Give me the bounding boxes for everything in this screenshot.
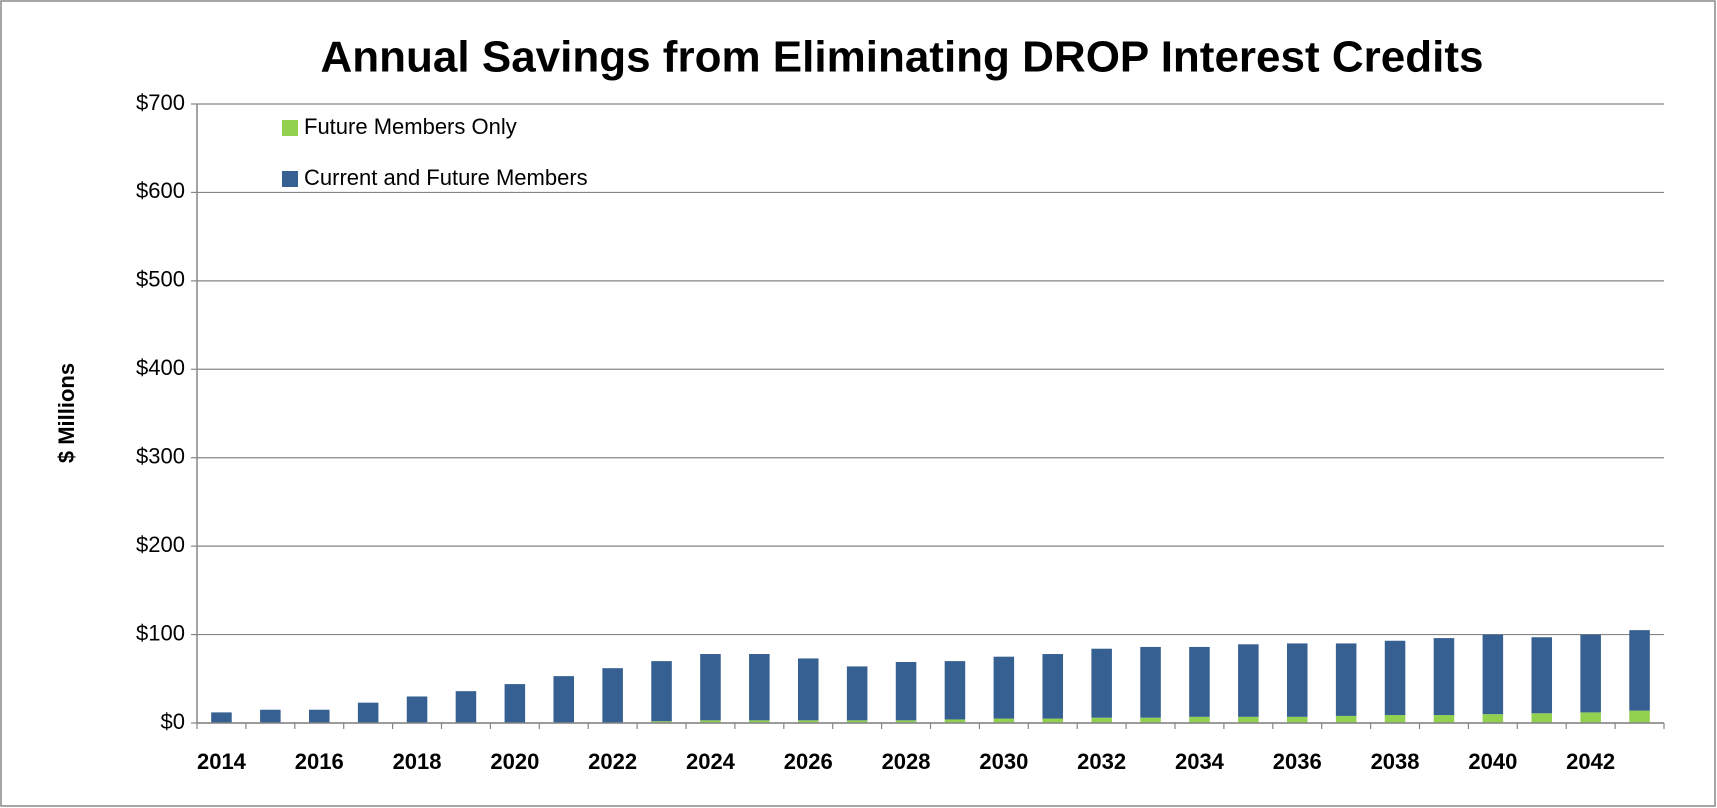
y-tick-label: $700: [136, 90, 185, 115]
legend-label: Future Members Only: [304, 114, 517, 139]
chart-title: Annual Savings from Eliminating DROP Int…: [321, 33, 1484, 82]
y-tick-label: $400: [136, 355, 185, 380]
bar: [846, 666, 868, 721]
legend-label: Current and Future Members: [304, 165, 588, 190]
y-tick-label: $0: [161, 709, 185, 734]
bar: [1335, 643, 1357, 716]
y-tick-label: $500: [136, 267, 185, 292]
bar: [846, 720, 868, 723]
x-tick-label: 2036: [1273, 749, 1322, 774]
bar: [1140, 717, 1161, 723]
bar: [1091, 717, 1112, 723]
legend-swatch: [282, 120, 298, 136]
bar: [1629, 630, 1650, 711]
bar: [1384, 715, 1406, 723]
bar: [944, 661, 966, 720]
bar: [211, 712, 232, 723]
bar: [1042, 718, 1064, 723]
x-tick-label: 2026: [784, 749, 833, 774]
x-tick-label: 2014: [197, 749, 247, 774]
x-tick-label: 2024: [686, 749, 736, 774]
bar: [1286, 643, 1308, 717]
bar: [1189, 646, 1210, 717]
bar: [504, 684, 526, 723]
bar: [1580, 634, 1601, 713]
bar: [651, 721, 672, 723]
bar: [700, 654, 721, 721]
bar: [895, 720, 917, 723]
bar: [797, 658, 819, 721]
y-axis-label: $ Millions: [54, 363, 79, 463]
bar: [1335, 715, 1357, 723]
x-tick-label: 2016: [295, 749, 344, 774]
y-tick-label: $600: [136, 178, 185, 203]
bar: [357, 702, 379, 723]
x-tick-label: 2034: [1175, 749, 1225, 774]
bar: [1091, 648, 1112, 718]
bar: [455, 691, 477, 723]
bar: [1189, 716, 1210, 723]
bar: [749, 720, 770, 723]
bar: [1531, 713, 1553, 723]
bar: [1140, 646, 1161, 718]
bar: [1482, 714, 1504, 723]
x-tick-label: 2028: [882, 749, 931, 774]
bar: [1286, 716, 1308, 723]
y-tick-label: $100: [136, 620, 185, 645]
y-tick-label: $300: [136, 444, 185, 469]
bar: [651, 661, 672, 722]
bar: [797, 720, 819, 723]
bar: [1042, 654, 1064, 719]
legend-swatch: [282, 171, 298, 187]
bar: [553, 676, 575, 723]
x-tick-label: 2038: [1371, 749, 1420, 774]
y-tick-label: $200: [136, 532, 185, 557]
x-tick-label: 2030: [979, 749, 1028, 774]
x-tick-label: 2022: [588, 749, 637, 774]
x-tick-label: 2040: [1468, 749, 1517, 774]
bar: [1238, 716, 1259, 723]
bar: [1580, 712, 1601, 723]
bar: [993, 718, 1015, 723]
bar: [1531, 637, 1553, 714]
bar: [1238, 644, 1259, 717]
bar: [1384, 640, 1406, 716]
bar: [1629, 710, 1650, 723]
bar: [1482, 634, 1504, 715]
bar: [749, 654, 770, 721]
bar: [406, 696, 428, 723]
bar: [1433, 715, 1455, 723]
bar: [700, 720, 721, 723]
bar: [260, 709, 281, 723]
bar: [895, 661, 917, 721]
bar: [308, 709, 330, 723]
bar: [1433, 638, 1455, 716]
x-tick-label: 2032: [1077, 749, 1126, 774]
bar: [602, 668, 623, 723]
x-tick-label: 2020: [490, 749, 539, 774]
x-tick-label: 2042: [1566, 749, 1615, 774]
bar: [944, 719, 966, 723]
bar: [993, 656, 1015, 719]
x-tick-label: 2018: [393, 749, 442, 774]
